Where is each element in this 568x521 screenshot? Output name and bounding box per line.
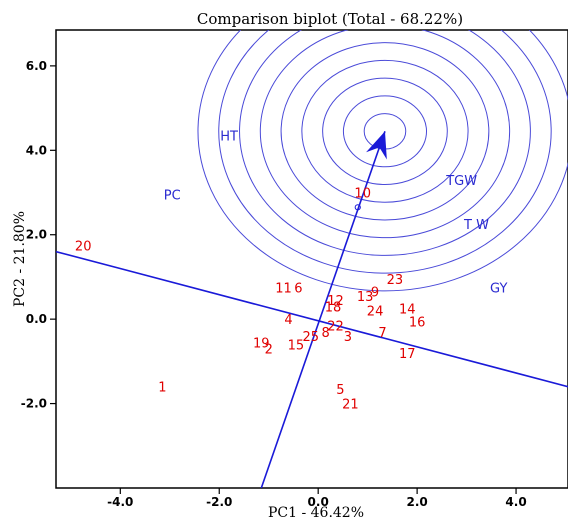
y-tick-label: 0.0 bbox=[26, 312, 47, 326]
average-environment-axis bbox=[260, 131, 386, 488]
axis-lines bbox=[56, 131, 568, 488]
genotype-25: 25 bbox=[302, 330, 319, 345]
tick-marks bbox=[50, 65, 517, 494]
genotype-18: 18 bbox=[325, 300, 342, 315]
concentric-circle-8 bbox=[218, 30, 552, 274]
y-tick-label: 6.0 bbox=[26, 59, 47, 73]
genotype-22: 22 bbox=[327, 319, 344, 334]
genotype-1: 1 bbox=[158, 381, 166, 396]
genotype-3: 3 bbox=[344, 330, 352, 345]
genotype-23: 23 bbox=[387, 273, 404, 288]
concentric-circle-6 bbox=[259, 30, 511, 239]
ideal-arrowhead bbox=[366, 131, 387, 160]
trait-tw: T W bbox=[463, 218, 489, 233]
genotype-15: 15 bbox=[288, 338, 305, 353]
x-tick-label: 2.0 bbox=[406, 495, 427, 509]
genotype-10: 10 bbox=[354, 187, 371, 202]
genotype-6: 6 bbox=[294, 281, 302, 296]
genotype-9: 9 bbox=[371, 286, 379, 301]
y-tick-label: 4.0 bbox=[26, 143, 47, 157]
genotype-21: 21 bbox=[342, 398, 359, 413]
trait-ht: HT bbox=[220, 130, 238, 145]
genotype-13: 13 bbox=[357, 290, 374, 305]
trait-labels: HT PC TGW T W GY bbox=[164, 130, 508, 297]
chart-title: Comparison biplot (Total - 68.22%) bbox=[197, 10, 463, 28]
x-axis-label: PC1 - 46.42% bbox=[268, 505, 364, 521]
trait-tgw: TGW bbox=[445, 174, 477, 189]
environment-marker bbox=[354, 204, 361, 211]
trait-gy: GY bbox=[490, 281, 507, 296]
genotype-17: 17 bbox=[399, 347, 416, 362]
genotype-16: 16 bbox=[409, 315, 426, 330]
genotype-24: 24 bbox=[367, 305, 384, 320]
trait-pc: PC bbox=[164, 189, 181, 204]
x-tick-label: 4.0 bbox=[505, 495, 526, 509]
concentric-circle-2 bbox=[342, 95, 428, 168]
genotype-19: 19 bbox=[253, 336, 270, 351]
y-tick-label: 2.0 bbox=[26, 228, 47, 242]
x-tick-label: -2.0 bbox=[206, 495, 232, 509]
concentric-circle-7 bbox=[239, 30, 531, 256]
genotype-4: 4 bbox=[284, 313, 292, 328]
y-tick-label: -2.0 bbox=[21, 397, 47, 411]
x-tick-label: -4.0 bbox=[107, 495, 133, 509]
tick-labels: -4.0 -2.0 0.0 2.0 4.0 -2.0 0.0 2.0 4.0 6.0 bbox=[21, 59, 527, 509]
x-tick-label: 0.0 bbox=[308, 495, 329, 509]
y-axis-label: PC2 - 21.80% bbox=[12, 211, 28, 307]
concentric-circle-4 bbox=[301, 59, 469, 203]
genotype-12: 12 bbox=[327, 294, 344, 309]
genotype-2: 2 bbox=[265, 343, 273, 358]
concentric-circle-5 bbox=[280, 42, 490, 221]
genotype-8: 8 bbox=[321, 326, 329, 341]
perpendicular-axis bbox=[56, 250, 568, 388]
concentric-circle-9 bbox=[197, 30, 568, 292]
concentric-circle-3 bbox=[322, 77, 448, 185]
genotype-20: 20 bbox=[75, 239, 92, 254]
genotype-11: 11 bbox=[275, 281, 292, 296]
genotype-5: 5 bbox=[336, 383, 344, 398]
genotype-14: 14 bbox=[399, 303, 416, 318]
genotype-7: 7 bbox=[378, 326, 386, 341]
